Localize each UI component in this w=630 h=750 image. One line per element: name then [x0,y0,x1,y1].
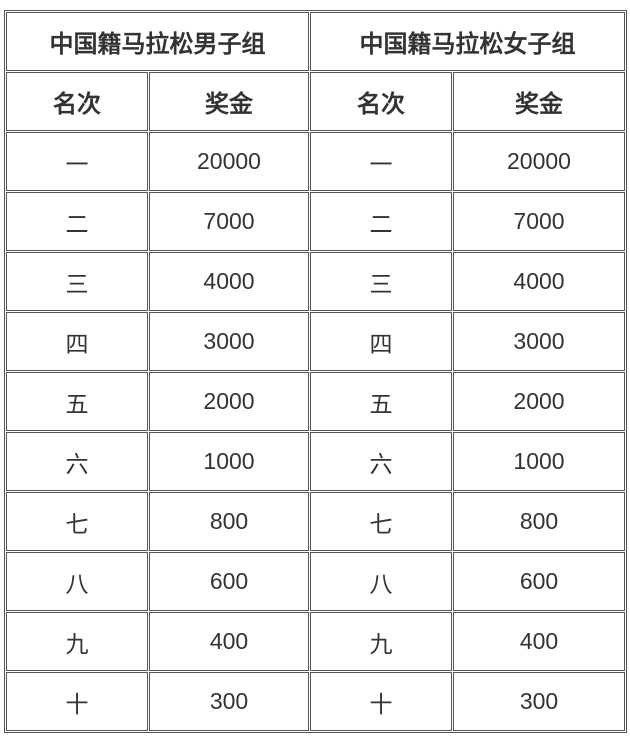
men-prize-cell: 400 [149,612,309,671]
men-rank-cell: 八 [6,552,148,611]
men-prize-cell: 800 [149,492,309,551]
group-header-row: 中国籍马拉松男子组 中国籍马拉松女子组 [6,12,625,71]
women-prize-cell: 2000 [453,372,625,431]
women-prize-cell: 7000 [453,192,625,251]
men-rank-cell: 五 [6,372,148,431]
men-rank-cell: 三 [6,252,148,311]
women-prize-header: 奖金 [453,72,625,131]
women-rank-cell: 八 [310,552,452,611]
men-prize-cell: 20000 [149,132,309,191]
men-rank-cell: 二 [6,192,148,251]
men-rank-header: 名次 [6,72,148,131]
women-rank-cell: 九 [310,612,452,671]
women-rank-cell: 一 [310,132,452,191]
men-prize-header: 奖金 [149,72,309,131]
men-rank-cell: 六 [6,432,148,491]
women-prize-cell: 400 [453,612,625,671]
table-row: 三 4000 三 4000 [6,252,625,311]
women-rank-cell: 三 [310,252,452,311]
table-row: 一 20000 一 20000 [6,132,625,191]
table-row: 五 2000 五 2000 [6,372,625,431]
women-prize-cell: 600 [453,552,625,611]
women-rank-cell: 七 [310,492,452,551]
women-prize-cell: 20000 [453,132,625,191]
prize-table: 中国籍马拉松男子组 中国籍马拉松女子组 名次 奖金 名次 奖金 一 20000 一 2… [4,10,627,733]
table-row: 十 300 十 300 [6,672,625,731]
men-rank-cell: 九 [6,612,148,671]
women-group-title: 中国籍马拉松女子组 [310,12,625,71]
men-prize-cell: 4000 [149,252,309,311]
table-row: 七 800 七 800 [6,492,625,551]
men-group-title: 中国籍马拉松男子组 [6,12,309,71]
men-prize-cell: 1000 [149,432,309,491]
women-prize-cell: 1000 [453,432,625,491]
women-prize-cell: 300 [453,672,625,731]
men-rank-cell: 四 [6,312,148,371]
men-prize-cell: 3000 [149,312,309,371]
table-row: 二 7000 二 7000 [6,192,625,251]
men-rank-cell: 一 [6,132,148,191]
women-rank-header: 名次 [310,72,452,131]
women-rank-cell: 四 [310,312,452,371]
women-rank-cell: 五 [310,372,452,431]
women-prize-cell: 800 [453,492,625,551]
women-rank-cell: 六 [310,432,452,491]
column-header-row: 名次 奖金 名次 奖金 [6,72,625,131]
table-row: 九 400 九 400 [6,612,625,671]
men-prize-cell: 300 [149,672,309,731]
men-rank-cell: 七 [6,492,148,551]
table-row: 八 600 八 600 [6,552,625,611]
men-prize-cell: 2000 [149,372,309,431]
men-rank-cell: 十 [6,672,148,731]
table-row: 六 1000 六 1000 [6,432,625,491]
women-rank-cell: 十 [310,672,452,731]
women-prize-cell: 4000 [453,252,625,311]
men-prize-cell: 600 [149,552,309,611]
men-prize-cell: 7000 [149,192,309,251]
women-prize-cell: 3000 [453,312,625,371]
table-row: 四 3000 四 3000 [6,312,625,371]
women-rank-cell: 二 [310,192,452,251]
